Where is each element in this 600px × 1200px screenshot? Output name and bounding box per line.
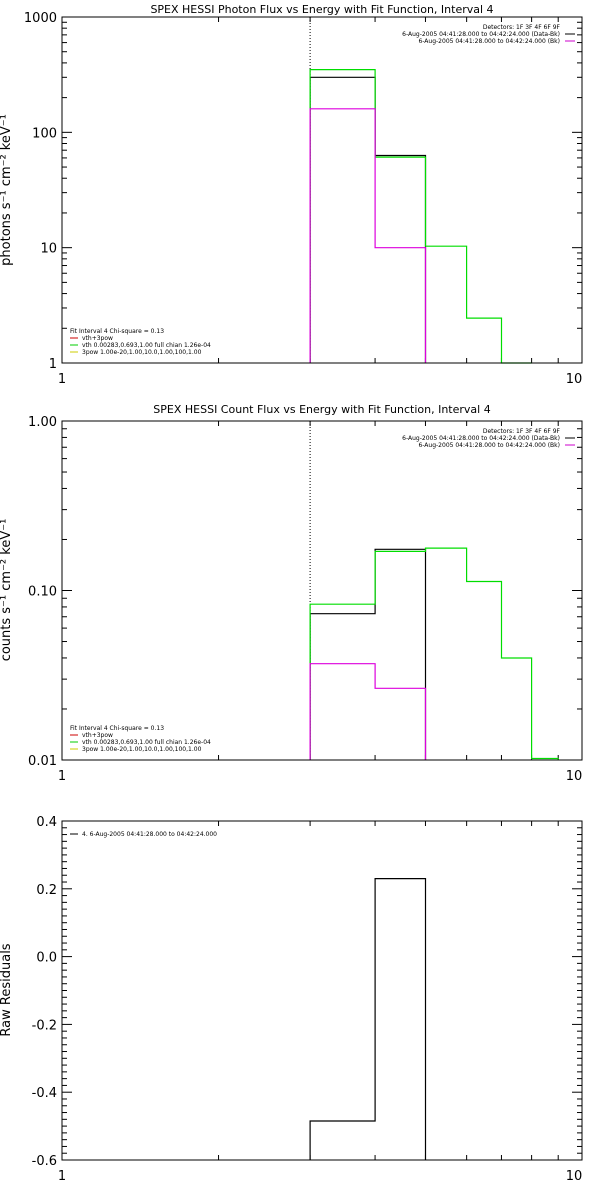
tick-labels: 1 10 1 10 100 1000: [24, 11, 582, 387]
x-tick-label: 1: [58, 372, 66, 387]
legend: Detectors: 1F 3F 4F 6F 9F6-Aug-2005 04:4…: [70, 428, 575, 753]
series-1-steps: [309, 69, 532, 364]
legend-entry: vth 0.00283,0.693,1.00 full chian 1.26e-…: [82, 739, 211, 746]
y-tick-label: 1000: [24, 11, 57, 26]
chart-title: SPEX HESSI Count Flux vs Energy with Fit…: [153, 403, 490, 416]
y-tick-label: 0.10: [28, 585, 57, 600]
y-tick-label: 1: [49, 357, 57, 372]
legend: 4. 6-Aug-2005 04:41:28.000 to 04:42:24.0…: [70, 831, 217, 838]
legend-entry: vth 0.00283,0.693,1.00 full chian 1.26e-…: [82, 342, 211, 349]
y-tick-label: 1.00: [28, 415, 57, 430]
y-tick-label: -0.6: [32, 1154, 57, 1169]
series-1-steps: [309, 547, 559, 760]
legend-entry: Fit Interval 4 Chi-square = 0.13: [70, 328, 164, 335]
plot-frame: [61, 16, 583, 364]
legend-entry: 6-Aug-2005 04:41:28.000 to 04:42:24.000 …: [418, 38, 560, 45]
x-tick-label: 1: [58, 1169, 66, 1184]
count-flux-panel: SPEX HESSI Count Flux vs Energy with Fit…: [0, 403, 583, 784]
y-tick-label: 10: [40, 242, 57, 257]
axes: [61, 16, 583, 364]
series-0-steps: [309, 548, 427, 760]
tick-labels: 1 10 0.01 0.10 1.00: [28, 415, 582, 784]
y-tick-label: -0.4: [32, 1086, 57, 1101]
legend-entry: 3pow 1.00e-20,1.00,10.0,1.00,100,1.00: [82, 746, 202, 753]
legend-entry: 6-Aug-2005 04:41:28.000 to 04:42:24.000 …: [418, 442, 560, 449]
y-axis-label: counts s⁻¹ cm⁻² keV⁻¹: [0, 519, 14, 662]
plot-frame: [61, 420, 583, 761]
axes: [61, 820, 583, 1161]
data-marks: [309, 878, 427, 1160]
legend-entry: vth+3pow: [82, 335, 113, 342]
y-axis-label: photons s⁻¹ cm⁻² keV⁻¹: [0, 114, 14, 266]
legend-entry: 3pow 1.00e-20,1.00,10.0,1.00,100,1.00: [82, 349, 202, 356]
chart-title: SPEX HESSI Photon Flux vs Energy with Fi…: [150, 3, 493, 16]
x-tick-label: 10: [566, 769, 583, 784]
y-tick-label: 0.2: [36, 883, 57, 898]
y-tick-label: 0.0: [36, 951, 57, 966]
x-tick-label: 10: [566, 372, 583, 387]
series-2-steps: [309, 663, 427, 760]
legend-entry: 6-Aug-2005 04:41:28.000 to 04:42:24.000 …: [402, 31, 560, 38]
legend-entry: 6-Aug-2005 04:41:28.000 to 04:42:24.000 …: [402, 435, 560, 442]
series-2-steps: [309, 108, 427, 363]
residuals-panel: Raw Residuals 1 10 -0.6 -0.4 -0.2 0.0 0.2 0.4 4…: [0, 815, 583, 1184]
y-tick-label: -0.2: [32, 1018, 57, 1033]
series-0-steps: [309, 878, 427, 1160]
y-tick-label: 100: [32, 126, 57, 141]
y-axis-label: Raw Residuals: [0, 943, 14, 1036]
series-0-steps: [309, 76, 427, 363]
legend-entry: Detectors: 1F 3F 4F 6F 9F: [483, 24, 561, 31]
legend-entry: vth+3pow: [82, 732, 113, 739]
y-tick-label: 0.4: [36, 815, 57, 830]
data-marks: [309, 421, 559, 760]
tick-labels: 1 10 -0.6 -0.4 -0.2 0.0 0.2 0.4: [32, 815, 583, 1184]
legend-entry: 4. 6-Aug-2005 04:41:28.000 to 04:42:24.0…: [82, 831, 217, 838]
legend: Detectors: 1F 3F 4F 6F 9F6-Aug-2005 04:4…: [70, 24, 575, 356]
x-tick-label: 1: [58, 769, 66, 784]
x-tick-label: 10: [566, 1169, 583, 1184]
axes: [61, 420, 583, 761]
data-marks: [309, 17, 532, 364]
photon-flux-panel: SPEX HESSI Photon Flux vs Energy with Fi…: [0, 3, 583, 387]
plot-frame: [61, 820, 583, 1161]
legend-entry: Fit Interval 4 Chi-square = 0.13: [70, 725, 164, 732]
legend-entry: Detectors: 1F 3F 4F 6F 9F: [483, 428, 561, 435]
y-tick-label: 0.01: [28, 754, 57, 769]
